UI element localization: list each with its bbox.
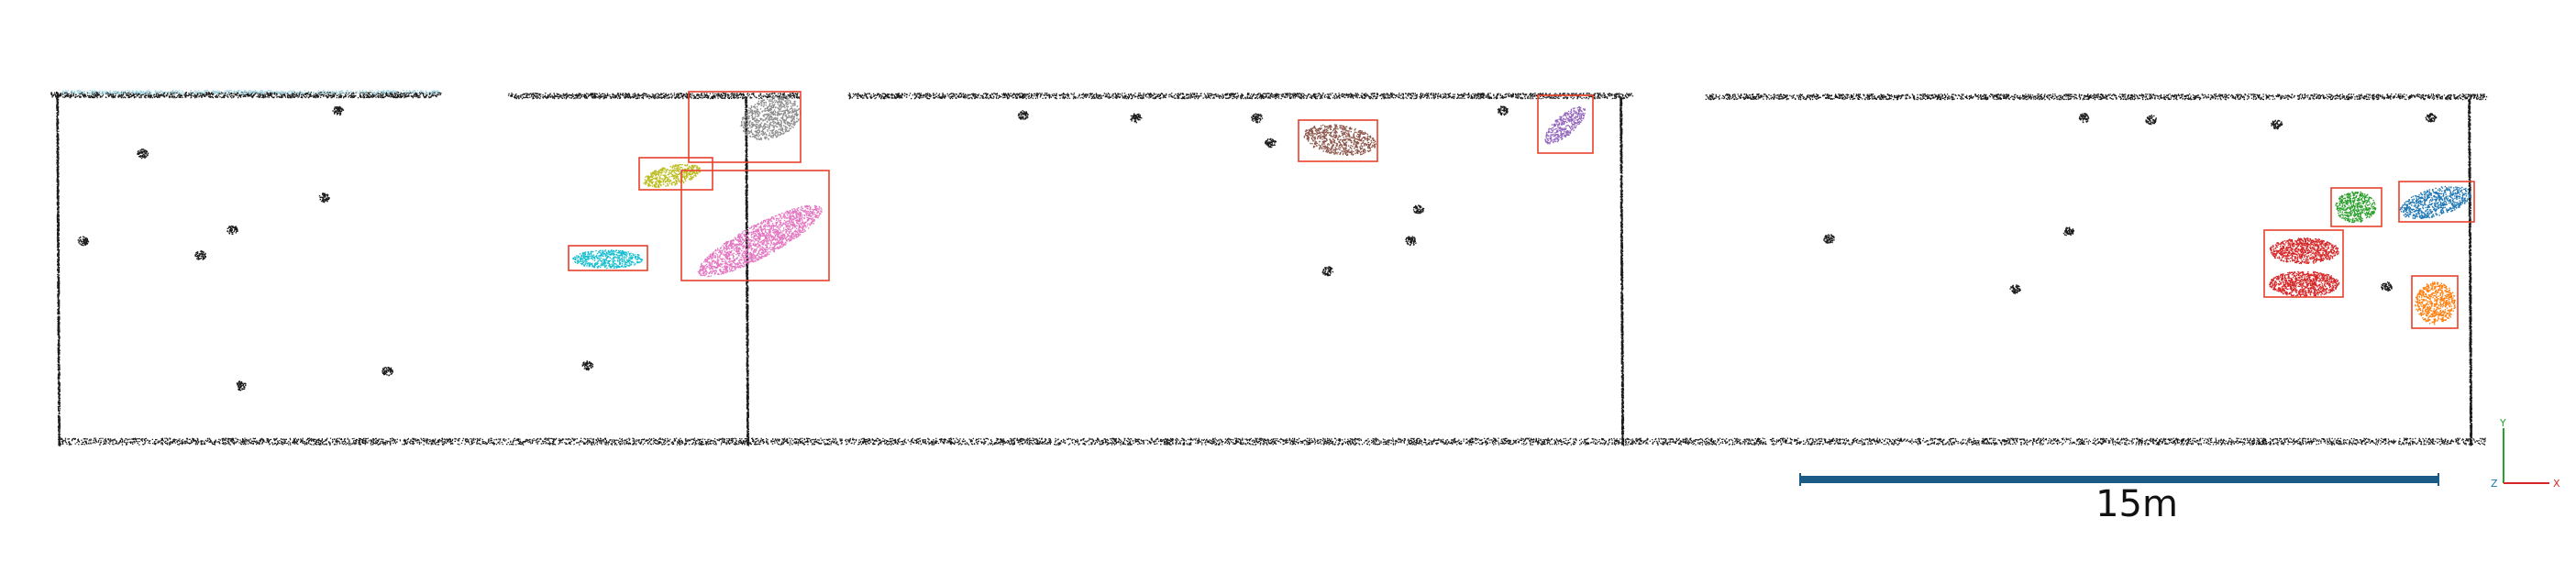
cluster-pink <box>697 204 823 278</box>
bounding-boxes <box>568 91 2475 329</box>
bbox-cyan <box>568 245 648 271</box>
cluster-purple <box>1544 105 1586 145</box>
scale-bar <box>1799 473 2439 486</box>
cluster-orange <box>2415 281 2456 325</box>
cluster-brown <box>1303 124 1376 156</box>
x-axis-label: X <box>2553 478 2560 490</box>
bbox-purple <box>1537 94 1594 154</box>
bbox-olive <box>638 157 713 191</box>
cluster-cyan <box>572 249 644 270</box>
scale-label: 15m <box>2095 483 2178 525</box>
cluster-red-bottom <box>2269 270 2340 298</box>
bbox-blue <box>2398 181 2475 223</box>
bbox-red <box>2263 229 2344 298</box>
bbox-orange <box>2411 275 2459 329</box>
axis-gizmo: Y X Z <box>2491 417 2560 490</box>
y-axis-label: Y <box>2499 417 2506 429</box>
cluster-red-top <box>2270 237 2339 265</box>
z-axis-label: Z <box>2491 478 2498 490</box>
cluster-blue <box>2399 185 2471 219</box>
cluster-green <box>2335 191 2377 224</box>
bbox-pink <box>680 170 830 281</box>
pillar-points <box>77 105 2438 391</box>
object-clusters <box>572 95 2471 325</box>
bbox-brown <box>1298 119 1378 162</box>
bbox-green <box>2330 187 2383 227</box>
cluster-gray <box>740 95 802 140</box>
wall-points <box>50 90 2488 446</box>
bbox-gray <box>688 91 802 163</box>
cluster-olive <box>643 163 701 188</box>
